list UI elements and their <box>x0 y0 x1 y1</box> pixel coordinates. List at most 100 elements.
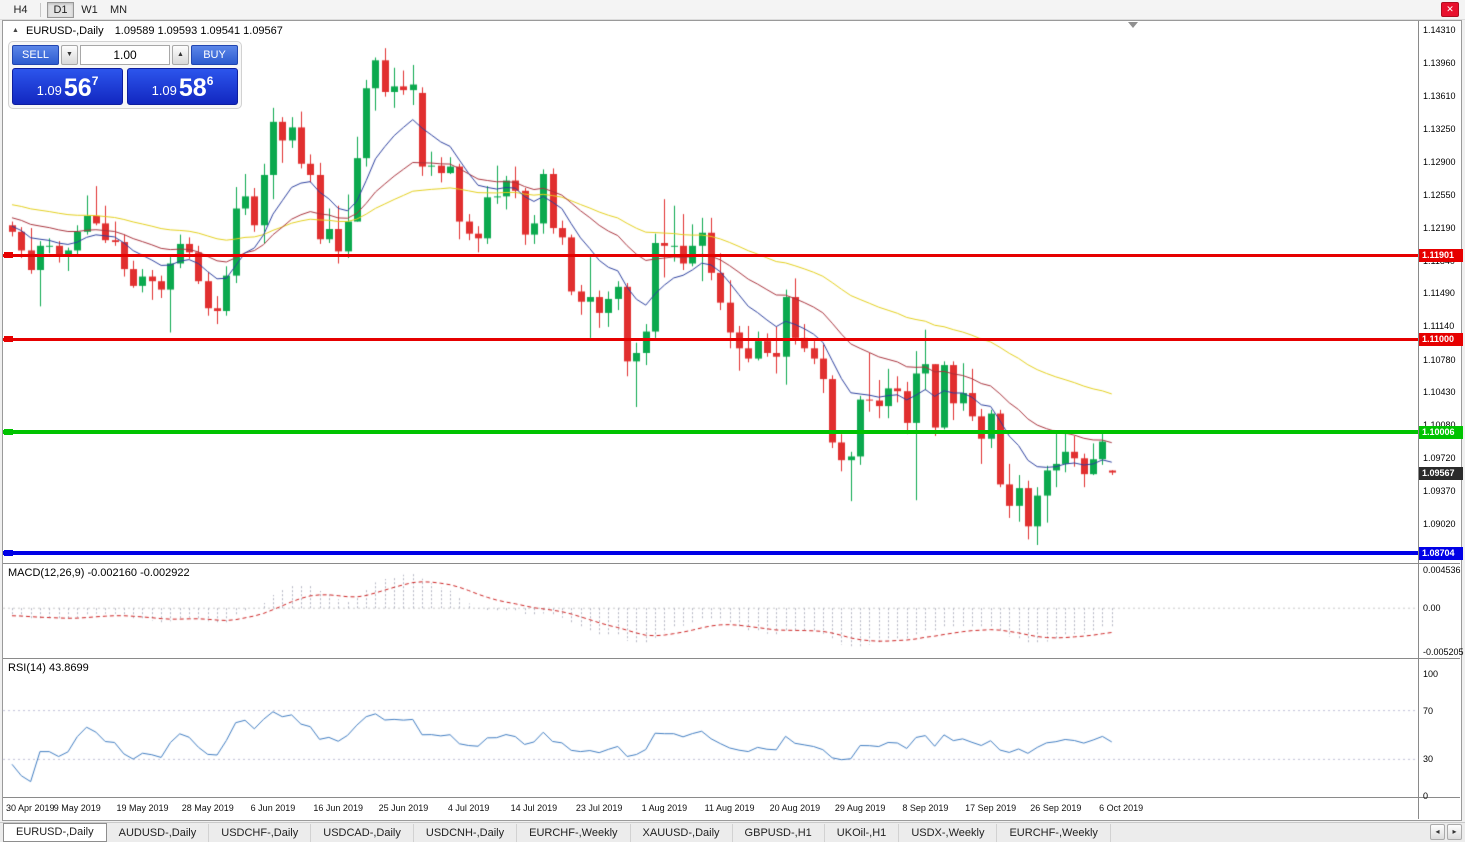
price-scale-divider[interactable] <box>1418 21 1419 819</box>
buy-button[interactable]: BUY <box>191 45 238 65</box>
horizontal-line[interactable] <box>3 429 1418 434</box>
chart-tab-eurchfweekly[interactable]: EURCHF-,Weekly <box>997 823 1111 842</box>
volume-input[interactable]: 1.00 <box>80 45 170 65</box>
chart-title: ▲ EURUSD-,Daily 1.09589 1.09593 1.09541 … <box>12 25 283 37</box>
bid-price-pips: 56 <box>63 74 92 102</box>
ask-quote-panel[interactable]: 1.09 58 6 <box>127 68 238 105</box>
time-axis-label: 19 May 2019 <box>116 803 169 813</box>
macd-indicator-label: MACD(12,26,9) -0.002160 -0.002922 <box>8 567 190 579</box>
chart-tab-gbpusdh1[interactable]: GBPUSD-,H1 <box>733 823 825 842</box>
bid-quote-panel[interactable]: 1.09 56 7 <box>12 68 123 105</box>
chart-tab-eurusddaily[interactable]: EURUSD-,Daily <box>3 823 107 842</box>
price-axis-label: 1.13610 <box>1423 90 1456 101</box>
chart-tab-audusddaily[interactable]: AUDUSD-,Daily <box>107 823 210 842</box>
macd-axis-label: 0.00 <box>1423 603 1441 613</box>
time-axis-label: 28 May 2019 <box>181 803 234 813</box>
chart-tab-ukoilh1[interactable]: UKOil-,H1 <box>825 823 900 842</box>
timeframe-toolbar: H4 D1 W1 MN ✕ <box>0 0 1465 20</box>
rsi-indicator-label: RSI(14) 43.8699 <box>8 662 89 674</box>
price-axis-label: 1.09020 <box>1423 518 1456 529</box>
time-axis-label: 23 Jul 2019 <box>575 803 623 813</box>
chart-tab-usdcnhdaily[interactable]: USDCNH-,Daily <box>414 823 518 842</box>
one-click-trading-panel: SELL ▼ 1.00 ▲ BUY 1.09 56 7 1.09 58 6 <box>8 41 242 109</box>
hline-price-tag: 1.11000 <box>1419 333 1463 346</box>
horizontal-line-handle[interactable] <box>4 336 13 342</box>
horizontal-line-handle[interactable] <box>4 550 13 556</box>
price-axis-label: 1.13250 <box>1423 124 1456 135</box>
horizontal-line[interactable] <box>3 551 1418 555</box>
horizontal-line-handle[interactable] <box>4 428 13 435</box>
time-axis-label: 30 Apr 2019 <box>6 803 55 813</box>
time-axis-label: 11 Aug 2019 <box>704 803 755 813</box>
ask-price-pipette: 6 <box>206 74 214 88</box>
chart-tab-xauusddaily[interactable]: XAUUSD-,Daily <box>631 823 733 842</box>
price-axis-label: 1.12550 <box>1423 189 1456 200</box>
time-axis-label: 6 Jun 2019 <box>250 803 296 813</box>
volume-decrease-icon[interactable]: ▼ <box>61 45 78 65</box>
sell-button[interactable]: SELL <box>12 45 59 65</box>
price-axis-label: 1.11140 <box>1423 320 1455 331</box>
time-axis-label: 4 Jul 2019 <box>447 803 490 813</box>
ask-price-major: 1.09 <box>151 83 177 98</box>
chart-ohlc-values: 1.09589 1.09593 1.09541 1.09567 <box>114 25 283 37</box>
chart-symbol-label: EURUSD-,Daily <box>26 25 104 37</box>
price-axis-label: 1.09370 <box>1423 485 1456 496</box>
volume-increase-icon[interactable]: ▲ <box>172 45 189 65</box>
time-axis-label: 20 Aug 2019 <box>769 803 821 813</box>
timeframe-d1-button[interactable]: D1 <box>47 1 74 18</box>
macd-axis-label: -0.005205 <box>1423 647 1464 657</box>
time-axis-label: 26 Sep 2019 <box>1030 803 1082 813</box>
time-axis-label: 9 May 2019 <box>53 803 101 813</box>
time-axis-label: 8 Sep 2019 <box>902 803 949 813</box>
rsi-axis-label: 0 <box>1423 791 1429 801</box>
bid-price-pipette: 7 <box>91 74 99 88</box>
chart-shift-marker-icon[interactable] <box>1128 22 1138 28</box>
timeframe-w1-button[interactable]: W1 <box>76 2 103 18</box>
time-axis-label: 16 Jun 2019 <box>313 803 363 813</box>
hline-price-tag: 1.08704 <box>1419 547 1463 560</box>
tab-scroll-left-icon[interactable]: ◂ <box>1430 824 1445 840</box>
chart-tab-usdchfdaily[interactable]: USDCHF-,Daily <box>209 823 312 842</box>
rsi-axis-label: 30 <box>1423 754 1434 765</box>
chart-tab-bar: EURUSD-,Daily AUDUSD-,Daily USDCHF-,Daily U… <box>0 822 1465 842</box>
horizontal-line[interactable] <box>3 337 1418 341</box>
rsi-axis-label: 70 <box>1423 705 1434 716</box>
rsi-axis-label: 100 <box>1423 669 1439 679</box>
time-axis-label: 6 Oct 2019 <box>1099 803 1144 813</box>
timeframe-mn-button[interactable]: MN <box>105 2 132 18</box>
chart-marker-icon: ▲ <box>12 27 19 34</box>
hline-price-tag: 1.11901 <box>1419 249 1463 263</box>
ask-price-pips: 58 <box>178 74 207 102</box>
horizontal-line[interactable] <box>3 253 1418 257</box>
price-axis-label: 1.10780 <box>1423 354 1456 365</box>
rsi-pane-divider[interactable] <box>3 658 1460 659</box>
price-axis-label: 1.12900 <box>1423 156 1456 167</box>
chart-tab-usdcaddaily[interactable]: USDCAD-,Daily <box>311 823 414 842</box>
timeframe-h4-button[interactable]: H4 <box>7 2 34 18</box>
bid-price-tag: 1.09567 <box>1419 466 1463 480</box>
price-axis-label: 1.11490 <box>1423 288 1455 299</box>
price-axis-label: 1.13960 <box>1423 58 1456 69</box>
price-axis-label: 1.10430 <box>1423 387 1456 398</box>
macd-axis-label: 0.004536 <box>1423 565 1461 575</box>
time-axis-label: 17 Sep 2019 <box>965 803 1017 813</box>
time-axis-label: 14 Jul 2019 <box>510 803 558 813</box>
bid-price-major: 1.09 <box>36 83 62 98</box>
price-axis-label: 1.14310 <box>1423 25 1456 36</box>
time-axis-divider <box>3 797 1460 798</box>
toolbar-separator <box>40 2 41 17</box>
time-axis-label: 1 Aug 2019 <box>641 803 688 813</box>
chart-tab-eurchfweekly[interactable]: EURCHF-,Weekly <box>517 823 631 842</box>
horizontal-line-handle[interactable] <box>4 252 13 259</box>
price-axis-label: 1.09720 <box>1423 453 1456 464</box>
chart-tab-usdxweekly[interactable]: USDX-,Weekly <box>899 823 998 842</box>
tab-scroll-right-icon[interactable]: ▸ <box>1447 824 1462 840</box>
price-axis-label: 1.12190 <box>1423 223 1456 234</box>
macd-pane-divider[interactable] <box>3 563 1460 564</box>
price-axis-label: 1.10080 <box>1423 420 1456 430</box>
time-axis-label: 25 Jun 2019 <box>378 803 429 813</box>
close-icon[interactable]: ✕ <box>1441 2 1459 17</box>
time-axis-label: 29 Aug 2019 <box>834 803 886 813</box>
